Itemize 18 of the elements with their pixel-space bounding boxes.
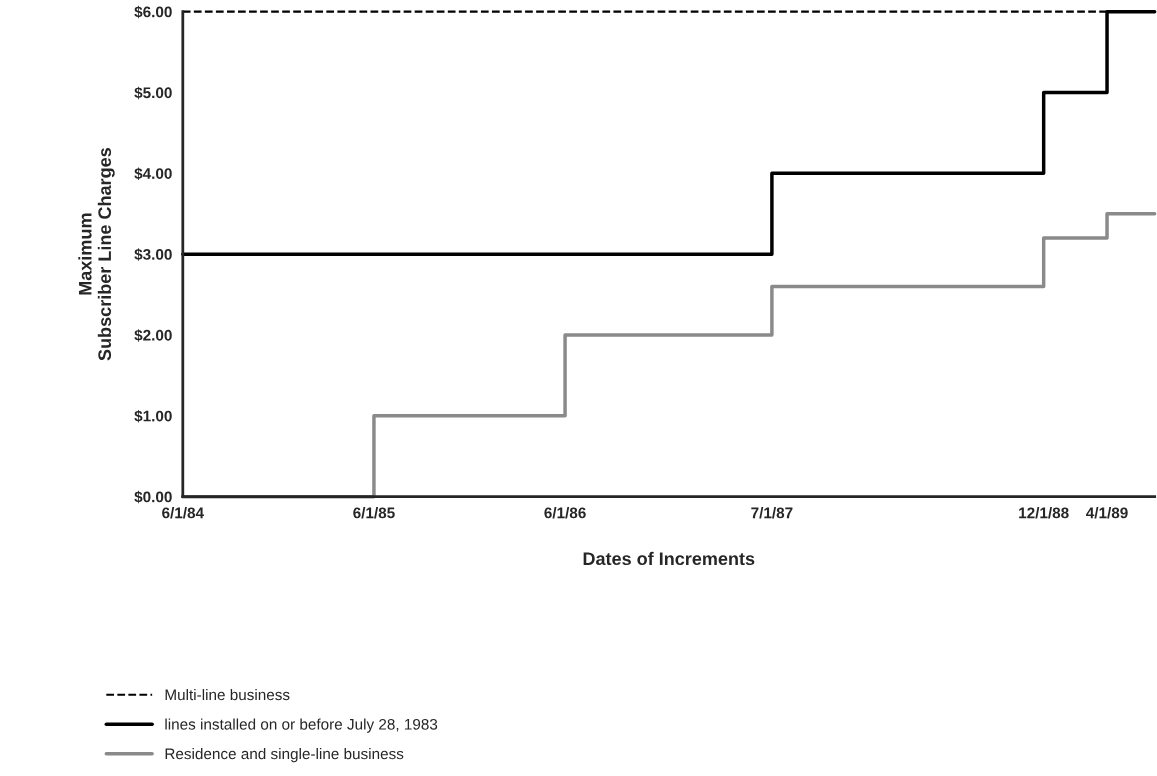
y-tick-label: $6.00 — [134, 5, 172, 19]
x-axis-title: Dates of Increments — [583, 551, 755, 566]
y-tick-label: $5.00 — [134, 86, 172, 100]
y-tick-label: $2.00 — [134, 329, 172, 342]
x-tick-label: 12/1/88 — [1019, 507, 1069, 519]
x-tick-label: 7/1/87 — [751, 507, 793, 519]
x-tick-label: 6/1/85 — [353, 507, 395, 519]
y-tick-label: $0.00 — [134, 490, 172, 504]
y-axis-title: Maximum Subscriber Line Charges — [78, 148, 115, 361]
legend-label: Residence and single-line business — [165, 748, 404, 763]
x-tick-label: 6/1/86 — [544, 507, 586, 519]
legend-label: Multi-line business — [165, 688, 290, 701]
x-tick-label: 4/1/89 — [1086, 507, 1128, 519]
y-tick-label: $1.00 — [134, 410, 172, 423]
y-tick-label: $3.00 — [134, 248, 172, 261]
x-tick-label: 6/1/84 — [162, 507, 204, 519]
legend-label: lines installed on or before July 28, 1983 — [165, 718, 438, 733]
y-tick-label: $4.00 — [134, 167, 172, 180]
